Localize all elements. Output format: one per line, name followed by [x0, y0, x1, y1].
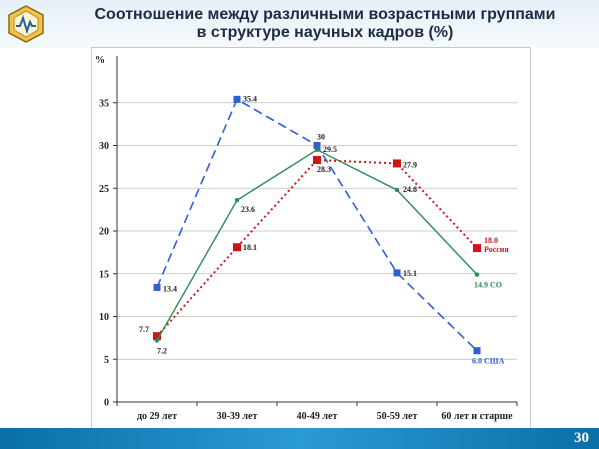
- data-point-co: [234, 198, 240, 203]
- end-label-value-russia: 18.0: [484, 236, 498, 245]
- end-label-name-russia: Россия: [484, 245, 509, 254]
- data-point-co: [154, 338, 160, 343]
- data-point-russia: [233, 243, 241, 252]
- x-tick-label: до 29 лет: [137, 411, 177, 422]
- data-label-usa: 13.4: [163, 284, 177, 293]
- data-label-russia: 7.7: [139, 325, 149, 334]
- data-label-co: 7.2: [157, 346, 167, 355]
- page-title: Соотношение между различными возрастными…: [60, 6, 590, 42]
- chart-frame: [91, 47, 531, 430]
- y-tick-label: 10: [99, 312, 109, 323]
- data-point-usa: [313, 142, 321, 149]
- page-number: 30: [574, 430, 589, 446]
- series-line-russia: [156, 159, 478, 337]
- data-point-russia: [393, 159, 401, 168]
- title-line-1: Соотношение между различными возрастными…: [94, 6, 556, 23]
- data-label-co: 24.8: [403, 185, 417, 194]
- end-label-co: 14.9 СО: [474, 281, 502, 290]
- y-tick-label: 0: [104, 398, 109, 409]
- end-label-usa: 6.0 США: [472, 357, 505, 366]
- data-label-co: 23.6: [241, 205, 255, 214]
- data-point-usa: [233, 95, 241, 103]
- data-label-usa: 35.4: [243, 94, 257, 103]
- x-tick-label: 40-49 лет: [297, 411, 338, 422]
- data-label-usa: 30: [317, 133, 325, 142]
- data-label-russia: 27.9: [403, 160, 417, 169]
- footer-band: [0, 428, 599, 449]
- data-point-co: [474, 272, 480, 277]
- data-label-russia: 18.1: [243, 243, 257, 252]
- data-point-usa: [393, 269, 401, 277]
- x-tick-label: 50-59 лет: [377, 411, 418, 422]
- title-line-2: в структуре научных кадров (%): [196, 24, 454, 41]
- data-point-co: [314, 147, 320, 152]
- x-tick-label: 60 лет и старше: [441, 411, 513, 422]
- data-point-russia: [313, 156, 321, 165]
- x-tick-label: 30-39 лет: [217, 411, 258, 422]
- data-label-co: 29.5: [323, 145, 337, 154]
- data-label-russia: 28.3: [317, 165, 331, 174]
- data-point-co: [394, 187, 400, 193]
- data-label-usa: 15.1: [403, 269, 417, 278]
- y-tick-label: 15: [99, 269, 109, 280]
- y-axis-label: %: [95, 55, 105, 66]
- y-tick-label: 25: [99, 184, 109, 195]
- data-point-usa: [153, 283, 161, 291]
- data-point-usa: [473, 347, 481, 355]
- header-band: [0, 0, 599, 48]
- y-tick-label: 20: [99, 227, 109, 238]
- logo-icon: [8, 5, 44, 43]
- y-tick-label: 5: [104, 355, 109, 366]
- data-point-russia: [473, 244, 481, 253]
- series-line-co: [156, 148, 478, 341]
- y-tick-label: 35: [99, 98, 109, 109]
- data-point-russia: [153, 332, 161, 341]
- y-tick-label: 30: [99, 141, 109, 152]
